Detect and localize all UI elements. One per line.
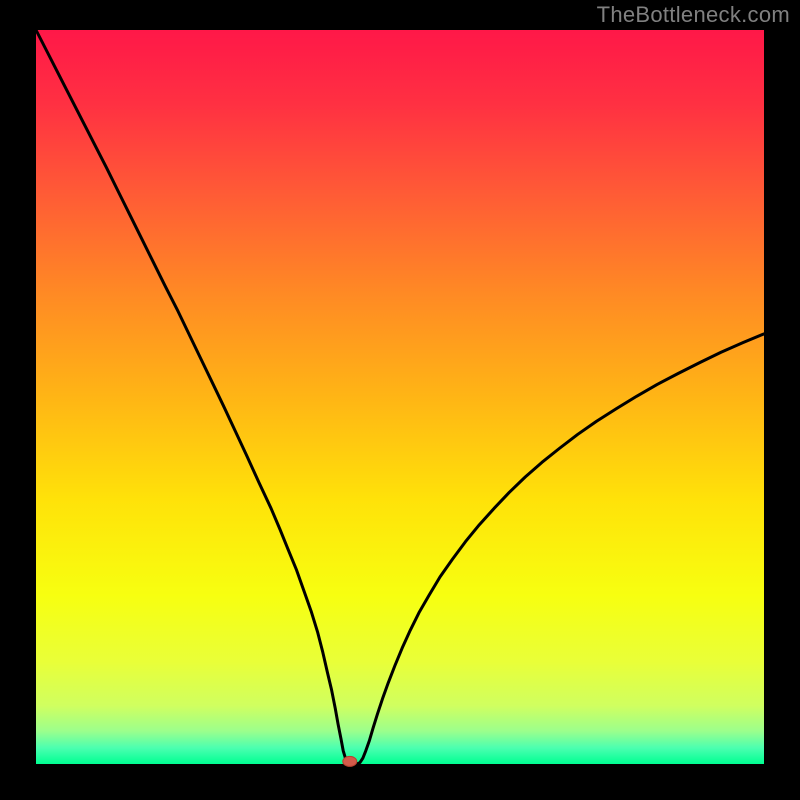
chart-svg xyxy=(0,0,800,800)
chart-stage: TheBottleneck.com xyxy=(0,0,800,800)
optimal-point-marker xyxy=(343,756,357,766)
watermark-text: TheBottleneck.com xyxy=(597,2,790,28)
